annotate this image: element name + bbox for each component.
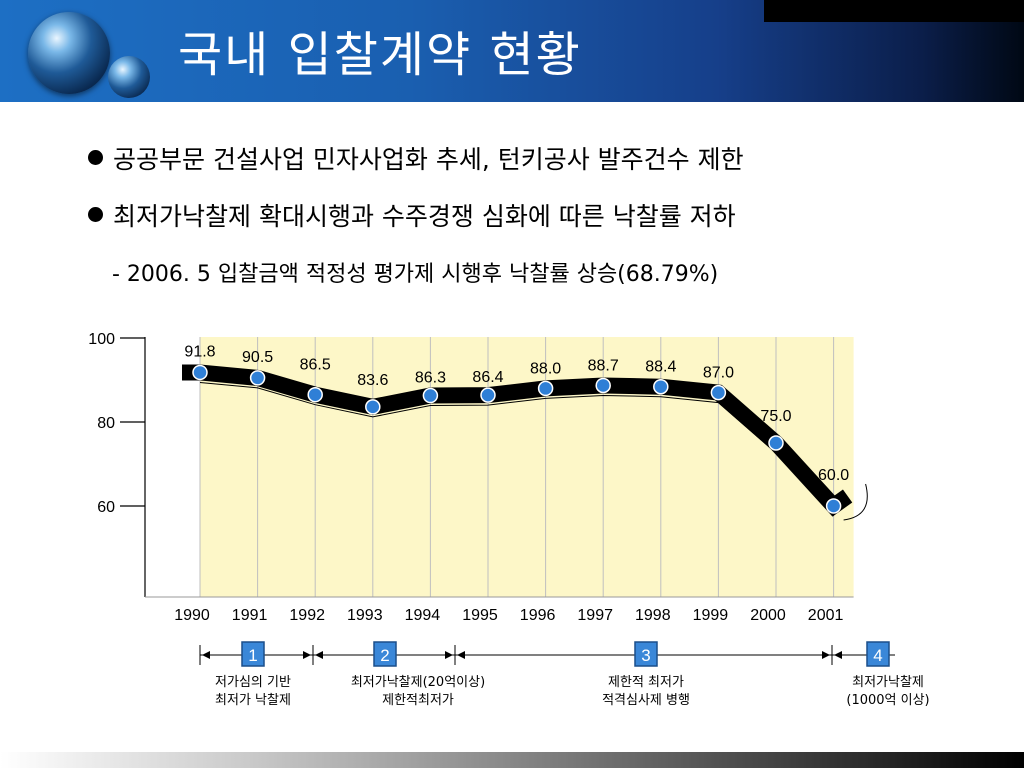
x-tick-label: 1996 xyxy=(520,607,556,624)
data-point-marker xyxy=(365,399,381,415)
data-point-marker xyxy=(537,380,554,397)
x-tick-label: 1995 xyxy=(462,607,498,624)
bullet-item-2: 최저가낙찰제 확대시행과 수주경쟁 심화에 따른 낙찰률 저하 xyxy=(88,197,736,233)
data-point-marker xyxy=(768,435,784,451)
phase-number-box xyxy=(241,641,265,667)
phase-number-box xyxy=(634,641,658,667)
data-label: 83.6 xyxy=(357,372,388,389)
arrow-head-icon xyxy=(822,651,830,659)
phase-description: 최저가낙찰제(20억이상) xyxy=(351,675,485,690)
phase-description: 최저가 낙찰제 xyxy=(215,693,291,708)
x-tick-label: 1990 xyxy=(174,607,210,624)
small-globe-icon xyxy=(108,56,150,98)
data-point-marker xyxy=(825,498,842,514)
globe-icon xyxy=(28,12,110,94)
phase-number-box xyxy=(373,641,397,667)
phase-description: 제한적 최저가 xyxy=(608,675,684,690)
arrow-head-icon xyxy=(315,651,323,659)
plot-background xyxy=(200,337,854,597)
x-tick-label: 1991 xyxy=(232,607,268,624)
x-tick-label: 2000 xyxy=(750,607,786,624)
data-label: 87.0 xyxy=(703,365,734,382)
phase-number-box xyxy=(866,641,890,667)
bullet-text: 공공부문 건설사업 민자사업화 추세, 턴키공사 발주건수 제한 xyxy=(113,145,744,174)
data-label: 90.5 xyxy=(242,349,273,366)
arrow-head-icon xyxy=(834,651,842,659)
phase-description: (1000억 이상) xyxy=(846,693,929,708)
bullet-item-1: 공공부문 건설사업 민자사업화 추세, 턴키공사 발주건수 제한 xyxy=(88,140,744,176)
data-label: 60.0 xyxy=(818,467,849,484)
data-point-marker xyxy=(710,384,727,401)
x-tick-label: 1994 xyxy=(405,607,441,624)
data-label: 91.8 xyxy=(184,343,215,360)
phase-description: 적격심사제 병행 xyxy=(602,692,690,708)
data-point-marker xyxy=(249,370,266,386)
y-tick-label: 100 xyxy=(88,331,115,348)
sub-bullet: - 2006. 5 입찰금액 적정성 평가제 시행후 낙찰률 상승(68.79%… xyxy=(112,262,719,287)
x-tick-label: 1993 xyxy=(347,607,383,624)
phase-number: 1 xyxy=(248,646,257,665)
data-point-marker xyxy=(422,387,439,404)
arrow-head-icon xyxy=(445,651,453,659)
data-label: 88.7 xyxy=(588,357,619,374)
phase-number: 4 xyxy=(873,646,882,665)
data-point-marker xyxy=(595,377,611,394)
data-label: 75.0 xyxy=(760,408,791,425)
x-tick-label: 1998 xyxy=(635,607,671,624)
data-point-marker xyxy=(653,378,669,395)
y-tick-label: 60 xyxy=(97,499,115,516)
phase-number: 3 xyxy=(641,646,650,665)
series-line xyxy=(182,364,853,517)
bullet-dot-icon xyxy=(88,207,103,222)
data-point-marker xyxy=(480,387,496,403)
arrow-head-icon xyxy=(303,651,311,659)
phase-description: 제한적최저가 xyxy=(382,693,454,708)
phase-description: 최저가낙찰제 xyxy=(852,675,924,690)
y-tick-label: 80 xyxy=(97,415,115,432)
footer-gradient-bar xyxy=(0,752,1024,768)
data-label: 86.4 xyxy=(472,369,503,386)
bullet-text: 최저가낙찰제 확대시행과 수주경쟁 심화에 따른 낙찰률 저하 xyxy=(113,202,736,231)
x-tick-label: 2001 xyxy=(808,607,844,624)
x-tick-label: 1999 xyxy=(693,607,729,624)
x-tick-label: 1997 xyxy=(577,607,613,624)
data-point-marker xyxy=(307,386,323,403)
data-label: 88.4 xyxy=(645,359,676,376)
phase-description: 저가심의 기반 xyxy=(215,675,291,690)
end-bracket xyxy=(843,483,868,521)
x-tick-label: 1992 xyxy=(289,607,325,624)
slide-title: 국내 입찰계약 현황 xyxy=(178,27,582,83)
title-bar-dark-corner xyxy=(764,0,1024,22)
data-label: 88.0 xyxy=(530,360,561,377)
title-bar: 국내 입찰계약 현황 xyxy=(0,0,1024,102)
data-point-marker xyxy=(192,364,208,381)
data-label: 86.5 xyxy=(300,357,331,374)
bullet-dot-icon xyxy=(88,150,103,165)
phase-number: 2 xyxy=(380,646,389,665)
arrow-head-icon xyxy=(202,651,210,659)
arrow-head-icon xyxy=(457,651,465,659)
data-label: 86.3 xyxy=(415,370,446,387)
